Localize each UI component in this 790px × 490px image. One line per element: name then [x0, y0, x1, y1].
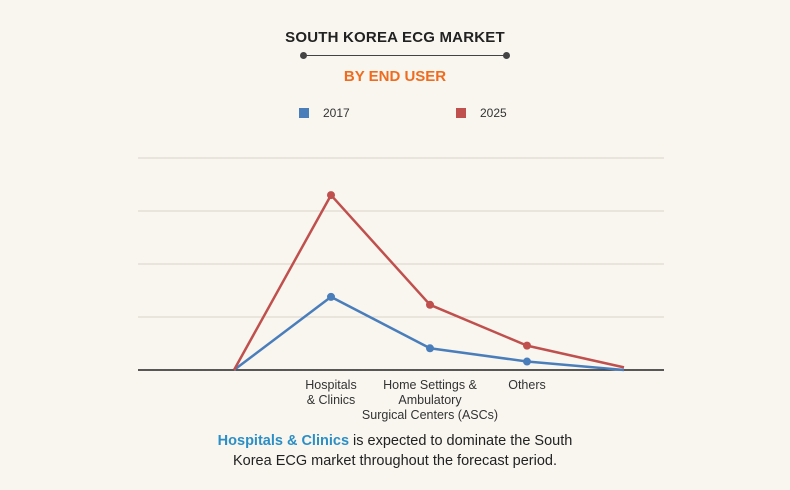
- legend-label-2025: 2025: [480, 106, 507, 120]
- data-point-2017: [327, 292, 335, 301]
- x-tick-label: Hospitals & Clinics: [305, 378, 356, 407]
- chart-title: SOUTH KOREA ECG MARKET: [285, 29, 505, 46]
- caption-line2: Korea ECG market throughout the forecast…: [232, 453, 557, 469]
- caption-line1: is expected to dominate the South: [349, 433, 573, 449]
- chart-subtitle: BY END USER: [343, 68, 447, 85]
- legend-swatch-2025: [456, 108, 466, 118]
- caption-highlight: Hospitals & Clinics: [217, 433, 350, 449]
- data-point-2025: [327, 191, 335, 200]
- data-point-2017: [523, 357, 531, 366]
- legend-swatch-2017: [299, 108, 309, 118]
- title-underline-left-dot: [300, 52, 307, 59]
- series-line-2025: [232, 193, 625, 371]
- title-underline: [303, 55, 508, 56]
- data-point-2025: [523, 341, 531, 350]
- x-tick-label: Home Settings & Ambulatory Surgical Center…: [362, 378, 498, 422]
- x-tick-label: Others: [508, 378, 546, 392]
- title-underline-right-dot: [503, 52, 510, 59]
- legend-item-2025: 2025: [456, 106, 507, 120]
- legend-label-2017: 2017: [323, 106, 350, 120]
- data-point-2025: [426, 300, 434, 309]
- data-point-2017: [426, 344, 434, 353]
- chart-caption: Hospitals & Clinics is expected to domin…: [0, 431, 790, 471]
- legend-item-2017: 2017: [299, 106, 350, 120]
